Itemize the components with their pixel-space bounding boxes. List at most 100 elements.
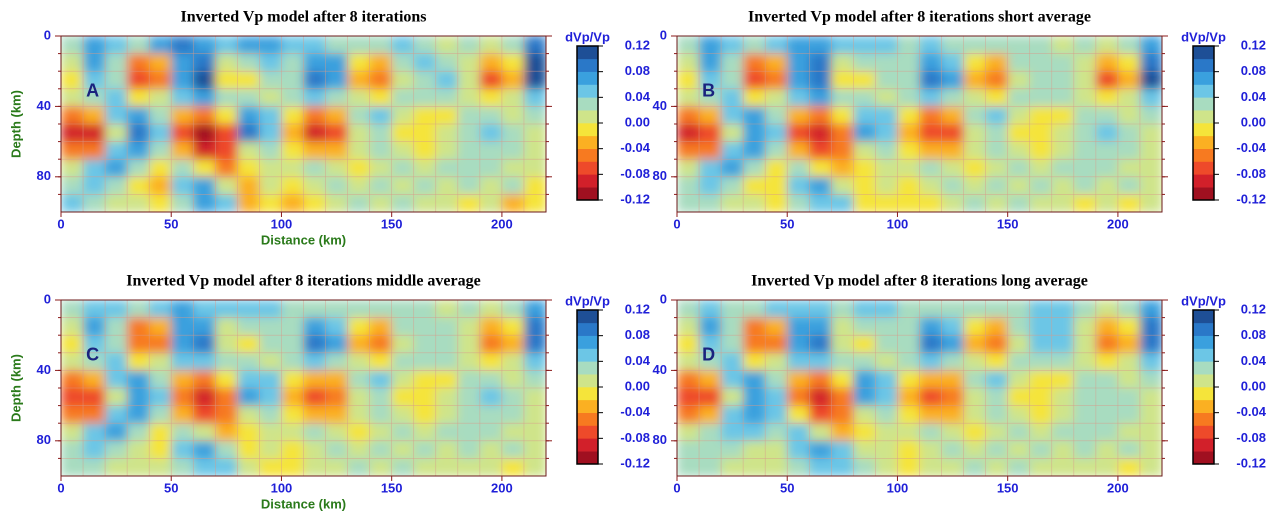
heatmap-cell: [479, 423, 503, 442]
heatmap-cell: [237, 124, 260, 143]
heatmap-cell: [963, 176, 987, 195]
heatmap-cell: [237, 106, 260, 125]
heatmap-cell: [237, 176, 260, 195]
heatmap-cell: [457, 53, 481, 72]
heatmap-cell: [831, 194, 854, 212]
heatmap-cell: [765, 124, 788, 143]
heatmap-cell: [171, 423, 194, 442]
heatmap-cell: [61, 159, 84, 178]
heatmap-cell: [391, 458, 415, 476]
heatmap-cell: [765, 53, 788, 72]
x-tick-label: 150: [997, 216, 1019, 231]
heatmap-cell: [523, 53, 546, 72]
colorbar-band: [577, 412, 598, 426]
heatmap-cell: [1095, 106, 1119, 125]
heatmap-cell: [303, 106, 327, 125]
heatmap-cell: [875, 106, 898, 125]
heatmap-cell: [303, 194, 327, 212]
heatmap-cell: [941, 53, 965, 72]
heatmap-cell: [809, 370, 832, 389]
heatmap-cell: [1139, 88, 1162, 107]
colorbar-band: [577, 123, 598, 137]
heatmap-cell: [149, 36, 172, 55]
heatmap-cell: [215, 317, 238, 336]
heatmap-cell: [369, 176, 393, 195]
heatmap-cell: [941, 458, 965, 476]
heatmap-cell: [259, 71, 282, 90]
heatmap-cell: [1029, 36, 1053, 55]
heatmap-cell: [127, 370, 150, 389]
colorbar-band: [1193, 438, 1214, 452]
heatmap-cell: [1139, 300, 1162, 319]
heatmap-cell: [853, 159, 876, 178]
heatmap-cell: [435, 352, 459, 371]
heatmap-cell: [699, 176, 722, 195]
heatmap-cell: [1139, 36, 1162, 55]
heatmap-cell: [413, 458, 437, 476]
heatmap-cell: [61, 317, 84, 336]
heatmap-cell: [215, 194, 238, 212]
heatmap-cell: [1051, 352, 1075, 371]
heatmap-cell: [1029, 440, 1053, 459]
y-tick-label: 0: [44, 27, 51, 42]
heatmap-cell: [963, 352, 987, 371]
heatmap-cell: [259, 423, 282, 442]
heatmap-cell: [875, 194, 898, 212]
heatmap-cell: [1051, 370, 1075, 389]
heatmap-cell: [941, 71, 965, 90]
heatmap-cell: [193, 458, 216, 476]
heatmap-cell: [919, 53, 943, 72]
x-tick-label: 100: [271, 216, 293, 231]
heatmap-cell: [677, 300, 700, 319]
colorbar-band: [1193, 84, 1214, 98]
heatmap-cell: [391, 88, 415, 107]
heatmap-cell: [281, 36, 304, 55]
colorbar-tick-label: -0.12: [1236, 455, 1266, 470]
heatmap-cell: [61, 423, 84, 442]
heatmap-cell: [853, 36, 876, 55]
heatmap-cell: [149, 423, 172, 442]
heatmap-cell: [369, 88, 393, 107]
colorbar-tick-label: 0.04: [1241, 89, 1267, 104]
heatmap-cell: [809, 300, 832, 319]
heatmap-cell: [1117, 335, 1141, 354]
panel-letter: D: [702, 344, 715, 364]
y-tick-label: 0: [660, 27, 667, 42]
heatmap-cell: [985, 88, 1009, 107]
x-tick-label: 200: [1107, 216, 1129, 231]
heatmap-cell: [259, 317, 282, 336]
heatmap-cell: [413, 36, 437, 55]
heatmap-cell: [765, 159, 788, 178]
heatmap-cell: [523, 458, 546, 476]
heatmap-cell: [1073, 352, 1097, 371]
colorbar-tick-label: 0.12: [1241, 37, 1266, 52]
heatmap-cell: [171, 317, 194, 336]
heatmap-cell: [347, 194, 371, 212]
heatmap-cell: [149, 53, 172, 72]
colorbar-band: [1193, 161, 1214, 175]
heatmap-cell: [149, 317, 172, 336]
heatmap-cell: [281, 53, 304, 72]
x-tick-label: 0: [57, 480, 64, 495]
heatmap-cell: [391, 159, 415, 178]
heatmap-cell: [325, 53, 349, 72]
heatmap-cell: [501, 36, 525, 55]
heatmap-cell: [941, 440, 965, 459]
colorbar-band: [577, 438, 598, 452]
heatmap-cell: [897, 458, 920, 476]
heatmap-cell: [83, 36, 106, 55]
heatmap-cell: [523, 194, 546, 212]
heatmap-cell: [765, 194, 788, 212]
heatmap-cell: [963, 141, 987, 160]
heatmap-cell: [897, 176, 920, 195]
heatmap-cell: [127, 88, 150, 107]
heatmap-cell: [1117, 458, 1141, 476]
heatmap-cell: [523, 317, 546, 336]
heatmap-cell: [61, 53, 84, 72]
heatmap-cell: [699, 423, 722, 442]
heatmap-cell: [391, 423, 415, 442]
heatmap-cell: [391, 440, 415, 459]
heatmap-cell: [1051, 53, 1075, 72]
heatmap-cell: [347, 352, 371, 371]
heatmap-cell: [215, 159, 238, 178]
